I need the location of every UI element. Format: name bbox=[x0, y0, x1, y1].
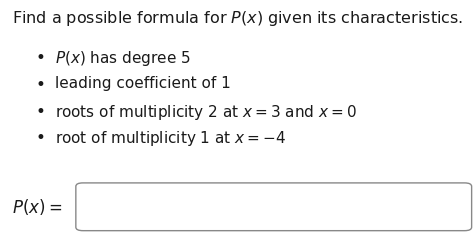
Text: $P(x)$ has degree 5: $P(x)$ has degree 5 bbox=[55, 49, 190, 68]
Text: •: • bbox=[36, 49, 46, 67]
Text: $P(x) =$: $P(x) =$ bbox=[12, 197, 62, 217]
FancyBboxPatch shape bbox=[76, 183, 472, 231]
Text: leading coefficient of 1: leading coefficient of 1 bbox=[55, 76, 230, 91]
Text: Find a possible formula for $P(x)$ given its characteristics.: Find a possible formula for $P(x)$ given… bbox=[12, 9, 463, 28]
Text: •: • bbox=[36, 129, 46, 147]
Text: roots of multiplicity 2 at $x = 3$ and $x = 0$: roots of multiplicity 2 at $x = 3$ and $… bbox=[55, 103, 356, 122]
Text: •: • bbox=[36, 103, 46, 120]
Text: •: • bbox=[36, 76, 46, 94]
Text: root of multiplicity 1 at $x = {-4}$: root of multiplicity 1 at $x = {-4}$ bbox=[55, 129, 285, 148]
